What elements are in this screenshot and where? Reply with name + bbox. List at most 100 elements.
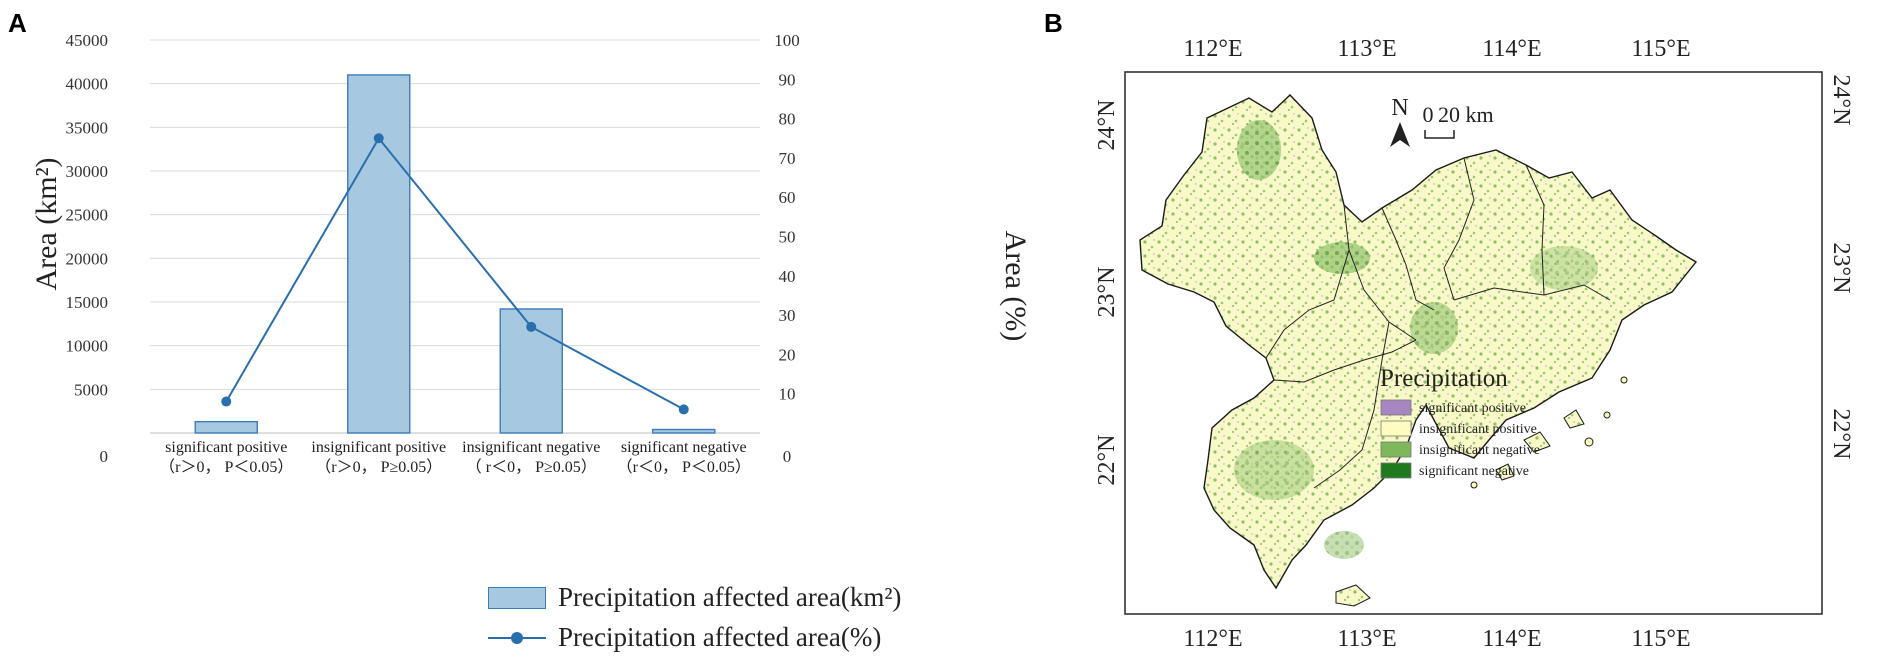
- lon-label-bottom: 112°E: [1183, 626, 1242, 652]
- right-tick-label: 20: [779, 345, 796, 364]
- island: [1584, 437, 1594, 447]
- legend-label-insignificant-positive: insignificant positive: [1419, 422, 1537, 437]
- legend-bar-series: Precipitation affected area(km²): [488, 582, 901, 613]
- left-tick-label: 10000: [66, 337, 109, 356]
- left-tick-label: 25000: [66, 206, 109, 225]
- city-boundary: [1273, 339, 1417, 383]
- bar: [652, 428, 716, 434]
- category-sublabel: （ r＜0， P≥0.05）: [466, 458, 597, 476]
- city-boundary: [1313, 321, 1390, 489]
- left-tick-label: 30000: [66, 162, 109, 181]
- bar: [194, 420, 258, 434]
- precipitation-map: 112°E 113°E 114°E 115°E 112°E 113°E 114°…: [1094, 36, 1854, 652]
- line-point: [221, 396, 232, 407]
- green-patch: [1234, 440, 1314, 500]
- left-axis-ticks: 0 5000 10000 15000 20000 25000 30000 35000 40000…: [66, 31, 109, 466]
- left-tick-label: 40000: [66, 75, 109, 94]
- category-label: significant positive: [165, 439, 287, 456]
- north-arrow-label: N: [1391, 95, 1408, 121]
- scale-bar-line: [1424, 130, 1455, 139]
- left-tick-label: 15000: [66, 293, 109, 312]
- line-point: [373, 133, 384, 144]
- lat-label-right: 23°N: [1828, 243, 1854, 294]
- left-tick-label: 20000: [66, 249, 109, 268]
- legend-label-significant-positive: significant positive: [1419, 401, 1526, 416]
- category-labels: significant positive （r＞0， P＜0.05） insigni…: [159, 439, 751, 476]
- island: [1470, 481, 1478, 489]
- category-label: insignificant positive: [311, 439, 446, 456]
- y-axis-left-label: Area (km²): [30, 157, 63, 290]
- city-boundary: [1443, 157, 1475, 301]
- scale-bar: 0 20 km: [1423, 102, 1494, 139]
- category-sublabel: （r＞0， P≥0.05）: [315, 458, 442, 476]
- green-patch: [1237, 120, 1281, 180]
- right-tick-label: 100: [774, 31, 800, 50]
- lon-label-bottom: 114°E: [1482, 626, 1541, 652]
- legend-line-swatch: [488, 628, 546, 648]
- bottom-longitude-labels: 112°E 113°E 114°E 115°E: [1183, 626, 1690, 652]
- left-latitude-labels: 24°N 23°N 22°N: [1094, 100, 1120, 486]
- island: [1523, 431, 1551, 453]
- category-label: insignificant negative: [462, 439, 600, 456]
- right-axis-ticks: 0 10 20 30 40 50 60 70 80 90 100: [774, 31, 800, 466]
- city-boundary: [1265, 249, 1350, 359]
- legend-bar-label: Precipitation affected area(km²): [558, 582, 902, 612]
- legend-swatch-insignificant-positive: [1380, 420, 1412, 437]
- lon-label-top: 115°E: [1631, 36, 1690, 62]
- right-latitude-labels: 24°N 23°N 22°N: [1828, 75, 1854, 460]
- island: [1335, 584, 1371, 607]
- line-point: [526, 321, 537, 332]
- lat-label-left: 24°N: [1094, 100, 1120, 151]
- right-tick-label: 80: [779, 110, 796, 129]
- left-tick-label: 45000: [66, 31, 109, 50]
- island: [1603, 411, 1611, 419]
- right-tick-label: 60: [779, 188, 796, 207]
- lat-label-right: 22°N: [1828, 409, 1854, 460]
- category-label: significant negative: [621, 439, 747, 456]
- right-tick-label: 30: [779, 306, 796, 325]
- right-tick-label: 90: [779, 70, 796, 89]
- lon-label-bottom: 115°E: [1631, 626, 1690, 652]
- scale-distance-label: 20 km: [1438, 102, 1494, 127]
- y-axis-right-label: Area (%): [999, 231, 1032, 342]
- legend-label-significant-negative: significant negative: [1419, 464, 1529, 479]
- city-boundary: [1335, 171, 1417, 341]
- green-patch: [1410, 302, 1458, 354]
- green-patch: [1324, 531, 1364, 559]
- category-sublabel: （r＞0， P＜0.05）: [159, 458, 293, 476]
- city-boundary: [1525, 164, 1545, 296]
- legend-bar-swatch: [488, 586, 546, 609]
- map-legend-title: Precipitation: [1380, 365, 1508, 392]
- lat-label-right: 24°N: [1828, 75, 1854, 126]
- legend-swatch-insignificant-negative: [1380, 441, 1412, 458]
- top-longitude-labels: 112°E 113°E 114°E 115°E: [1183, 36, 1690, 62]
- right-tick-label: 70: [779, 149, 796, 168]
- legend-label-insignificant-negative: insignificant negative: [1419, 443, 1540, 458]
- right-tick-label: 50: [779, 228, 796, 247]
- series-line: [225, 136, 685, 411]
- lon-label-top: 114°E: [1482, 36, 1541, 62]
- island: [1495, 463, 1515, 481]
- line-series: [221, 133, 689, 415]
- bar: [347, 74, 411, 434]
- legend-line-label: Precipitation affected area(%): [558, 622, 882, 652]
- left-tick-label: 5000: [74, 380, 108, 399]
- legend-line-series: Precipitation affected area(%): [488, 622, 881, 653]
- lon-label-top: 112°E: [1183, 36, 1242, 62]
- legend-swatch-significant-positive: [1380, 399, 1412, 416]
- right-tick-label: 10: [779, 385, 796, 404]
- north-arrow: N: [1390, 95, 1410, 147]
- study-region: [1139, 94, 1698, 607]
- left-tick-label: 35000: [66, 118, 109, 137]
- green-patch: [1314, 242, 1370, 274]
- right-tick-label: 40: [779, 267, 796, 286]
- map-frame: [1124, 71, 1823, 615]
- left-tick-label: 0: [100, 447, 109, 466]
- map-legend: Precipitation significant positive insig…: [1380, 365, 1540, 479]
- right-tick-label: 0: [783, 447, 792, 466]
- legend-swatch-significant-negative: [1380, 462, 1412, 479]
- island: [1563, 409, 1585, 429]
- area-chart: 0 5000 10000 15000 20000 25000 30000 35000 40000…: [30, 31, 1032, 476]
- lat-label-left: 22°N: [1094, 435, 1120, 486]
- lon-label-top: 113°E: [1337, 36, 1396, 62]
